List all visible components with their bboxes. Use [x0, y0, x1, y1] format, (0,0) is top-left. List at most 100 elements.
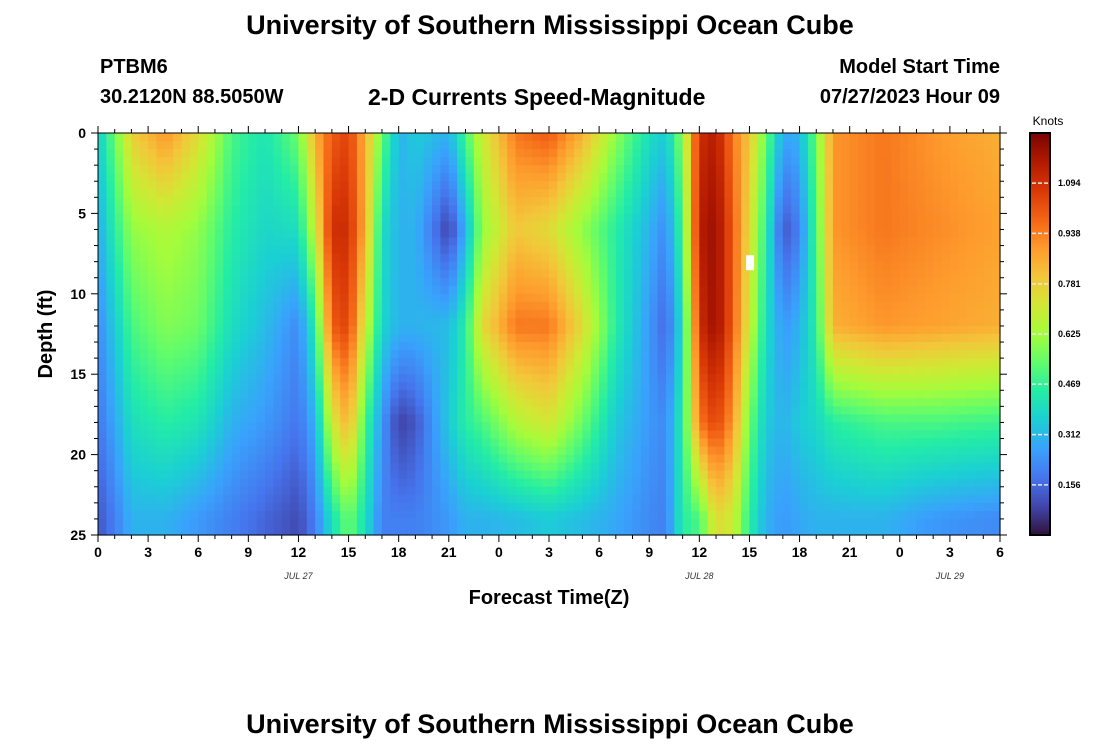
heatmap-cell: [231, 221, 241, 231]
heatmap-cell: [457, 141, 467, 150]
heatmap-cell: [139, 309, 149, 319]
heatmap-cell: [707, 205, 717, 214]
heatmap-cell: [356, 350, 366, 359]
heatmap-cell: [181, 269, 191, 279]
heatmap-cell: [189, 261, 199, 271]
heatmap-cell: [348, 325, 358, 335]
heatmap-cell: [515, 470, 525, 480]
heatmap-cell: [799, 358, 809, 367]
heatmap-cell: [816, 285, 826, 295]
heatmap-cell: [883, 189, 893, 198]
heatmap-cell: [523, 301, 533, 311]
heatmap-cell: [549, 382, 558, 391]
heatmap-cell: [423, 462, 433, 472]
heatmap-cell: [331, 366, 341, 375]
heatmap-cell: [574, 157, 584, 166]
heatmap-cell: [265, 350, 274, 359]
heatmap-cell: [448, 422, 458, 432]
heatmap-cell: [106, 430, 116, 440]
heatmap-cell: [340, 205, 350, 214]
heatmap-cell: [832, 334, 842, 343]
heatmap-cell: [891, 438, 901, 448]
heatmap-cell: [682, 181, 692, 190]
heatmap-cell: [214, 430, 224, 440]
heatmap-cell: [590, 414, 600, 424]
heatmap-cell: [156, 494, 166, 504]
heatmap-cell: [381, 414, 391, 424]
heatmap-cell: [724, 334, 734, 343]
heatmap-cell: [123, 390, 133, 399]
heatmap-cell: [690, 301, 700, 311]
heatmap-cell: [206, 478, 216, 488]
heatmap-cell: [189, 221, 199, 231]
heatmap-cell: [749, 518, 759, 528]
heatmap-cell: [774, 133, 784, 142]
heatmap-cell: [223, 470, 233, 480]
heatmap-cell: [741, 277, 751, 287]
heatmap-cell: [106, 334, 116, 343]
heatmap-cell: [415, 133, 425, 142]
heatmap-cell: [407, 221, 416, 231]
heatmap-cell: [849, 173, 859, 182]
heatmap-cell: [816, 486, 826, 496]
heatmap-cell: [590, 317, 600, 327]
heatmap-cell: [415, 205, 425, 214]
heatmap-cell: [323, 494, 333, 504]
heatmap-cell: [331, 245, 341, 255]
heatmap-cell: [239, 261, 249, 271]
heatmap-cell: [198, 446, 208, 456]
heatmap-cell: [106, 229, 116, 239]
heatmap-cell: [248, 510, 258, 520]
heatmap-cell: [515, 398, 525, 407]
heatmap-cell: [665, 414, 675, 424]
heatmap-cell: [732, 470, 742, 480]
heatmap-cell: [448, 390, 458, 399]
heatmap-cell: [98, 422, 107, 432]
heatmap-cell: [206, 398, 216, 407]
heatmap-cell: [724, 438, 734, 448]
heatmap-cell: [858, 390, 867, 399]
heatmap-cell: [398, 366, 408, 375]
heatmap-cell: [365, 245, 375, 255]
heatmap-cell: [807, 213, 817, 223]
heatmap-cell: [891, 261, 901, 271]
heatmap-cell: [315, 277, 325, 287]
heatmap-cell: [181, 325, 191, 335]
heatmap-cell: [732, 253, 742, 263]
heatmap-cell: [348, 478, 358, 488]
heatmap-cell: [699, 526, 709, 536]
heatmap-cell: [298, 510, 308, 520]
heatmap-cell: [507, 197, 517, 206]
heatmap-cell: [465, 350, 475, 359]
heatmap-cell: [398, 261, 408, 271]
heatmap-cell: [331, 277, 341, 287]
heatmap-cell: [340, 149, 350, 158]
heatmap-cell: [457, 269, 467, 279]
heatmap-cell: [832, 213, 842, 223]
heatmap-cell: [181, 221, 191, 231]
heatmap-cell: [423, 382, 433, 391]
heatmap-cell: [707, 229, 717, 239]
heatmap-cell: [841, 165, 851, 174]
heatmap-cell: [632, 253, 642, 263]
heatmap-cell: [490, 494, 500, 504]
heatmap-cell: [490, 366, 500, 375]
heatmap-cell: [574, 141, 584, 150]
heatmap-cell: [248, 301, 258, 311]
heatmap-cell: [874, 261, 884, 271]
heatmap-cell: [599, 189, 609, 198]
heatmap-cell: [298, 406, 308, 415]
heatmap-cell: [782, 189, 792, 198]
heatmap-cell: [306, 157, 316, 166]
heatmap-cell: [807, 454, 817, 464]
heatmap-cell: [415, 518, 425, 528]
heatmap-cell: [540, 269, 550, 279]
heatmap-cell: [306, 462, 316, 472]
heatmap-cell: [315, 478, 325, 488]
heatmap-cell: [340, 213, 350, 223]
heatmap-cell: [841, 197, 851, 206]
heatmap-cell: [574, 374, 584, 383]
heatmap-cell: [807, 221, 817, 231]
heatmap-cell: [131, 438, 141, 448]
heatmap-cell: [766, 494, 776, 504]
